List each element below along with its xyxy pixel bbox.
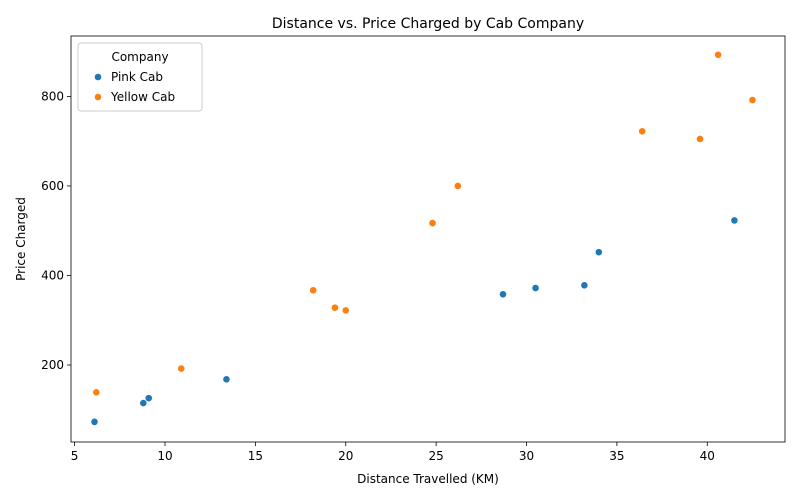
legend-label-yellow-cab: Yellow Cab <box>110 90 175 104</box>
yellow-cab-point <box>92 388 101 397</box>
x-tick-label: 40 <box>700 449 715 463</box>
y-tick-label: 200 <box>41 358 64 372</box>
legend-label-pink-cab: Pink Cab <box>111 70 163 84</box>
yellow-cab-point <box>638 127 647 136</box>
yellow-cab-point <box>453 182 462 190</box>
x-tick-label: 15 <box>248 449 263 463</box>
y-tick-label: 600 <box>41 179 64 193</box>
pink-cab-point <box>222 375 231 384</box>
legend-box <box>77 42 203 112</box>
yellow-cab-point <box>696 135 704 143</box>
legend-title: Company <box>111 50 168 64</box>
legend: Company Pink Cab Yellow Cab <box>77 42 203 112</box>
yellow-cab-point <box>309 286 318 295</box>
yellow-cab-point <box>748 96 757 104</box>
y-tick-label: 400 <box>41 268 64 282</box>
plot-frame <box>70 35 786 443</box>
y-axis-label: Price Charged <box>14 197 28 281</box>
yellow-cab-point <box>177 364 186 373</box>
pink-cab-point <box>90 417 99 426</box>
y-tick-label: 800 <box>41 89 64 103</box>
yellow-cab-point <box>341 306 350 315</box>
yellow-cab-point <box>331 303 339 312</box>
yellow-cab-point <box>428 219 437 228</box>
pink-cab-point <box>139 399 148 407</box>
x-tick-label: 20 <box>338 449 353 463</box>
pink-cab-point <box>594 248 603 257</box>
plot-area <box>90 50 757 426</box>
chart-title: Distance vs. Price Charged by Cab Compan… <box>272 16 584 32</box>
pink-cab-point <box>531 284 540 292</box>
pink-cab-point <box>580 281 589 290</box>
x-axis-label: Distance Travelled (KM) <box>357 472 499 486</box>
x-tick-label: 25 <box>428 449 443 463</box>
yellow-cab-point <box>714 50 723 59</box>
x-tick-label: 10 <box>157 449 172 463</box>
pink-cab-point <box>499 290 507 299</box>
x-tick-label: 30 <box>519 449 534 463</box>
x-tick-label: 5 <box>71 449 79 463</box>
pink-cab-point <box>144 394 153 403</box>
x-tick-label: 35 <box>609 449 624 463</box>
y-axis: 200 400 600 800 <box>41 89 71 372</box>
pink-cab-point <box>730 216 739 225</box>
x-axis: 5 10 15 20 25 30 35 40 <box>71 442 715 463</box>
legend-marker-yellow-cab <box>94 93 102 101</box>
legend-marker-pink-cab <box>94 73 102 81</box>
